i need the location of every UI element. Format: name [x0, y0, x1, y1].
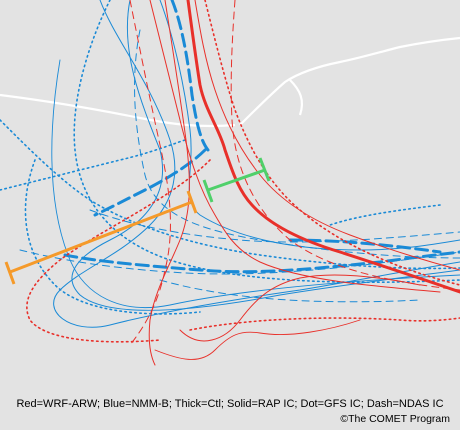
wrf-arw-ndas-track-1 — [129, 0, 171, 346]
credit-caption: ©The COMET Program — [340, 413, 450, 425]
boundary-lines — [0, 36, 460, 128]
wrf-arw-ndas-track-2 — [230, 0, 460, 291]
nmm-b-gfs-track-4 — [24, 159, 201, 315]
nmm-b-rap-track-4 — [51, 59, 460, 309]
nmm-b-control-track-north — [170, 0, 210, 152]
green-spread-cap-west — [202, 179, 214, 203]
wrf-arw-gfs-track-2 — [26, 159, 211, 343]
green-spread-bar — [202, 157, 271, 203]
boundary-east — [239, 36, 460, 126]
nmm-b-control-track-west — [93, 148, 207, 217]
orange-spread-bar — [4, 190, 198, 285]
nmm-b-ndas-track-4 — [159, 279, 421, 303]
legend-caption: Red=WRF-ARW; Blue=NMM-B; Thick=Ctl; Soli… — [16, 398, 444, 410]
nmm-b-ndas-track-3 — [89, 209, 460, 243]
wrf-arw-gfs-track-1 — [204, 0, 460, 286]
boundary-spur — [289, 79, 304, 116]
nmm-b-rap-track-1 — [53, 0, 460, 328]
nmm-b-gfs-track-3 — [73, 0, 460, 284]
wrf-arw-gfs-track-3 — [189, 317, 460, 331]
green-spread-line — [207, 168, 266, 192]
nmm-b-rap-track-2 — [71, 0, 460, 311]
orange-spread-cap-east — [186, 190, 198, 214]
wrf-arw-rap-track-3 — [148, 0, 190, 366]
nmm-b-gfs-track-2 — [0, 119, 460, 270]
green-spread-cap-east — [258, 157, 271, 182]
wrf-arw-rap-track-2 — [194, 0, 460, 271]
wrf-arw-tracks — [26, 0, 460, 366]
wrf-arw-rap-track-1 — [149, 0, 441, 293]
wrf-arw-rap-track-4 — [179, 274, 421, 342]
boundary-west — [0, 93, 236, 128]
spread-bars — [4, 157, 271, 285]
nmm-b-control-track-south — [63, 250, 460, 274]
nmm-b-gfs-track-5 — [329, 204, 441, 226]
orange-spread-line — [9, 200, 193, 274]
orange-spread-cap-west — [4, 261, 16, 285]
wrf-arw-rap-track-5 — [154, 319, 361, 360]
wrf-arw-control-track — [186, 0, 460, 294]
